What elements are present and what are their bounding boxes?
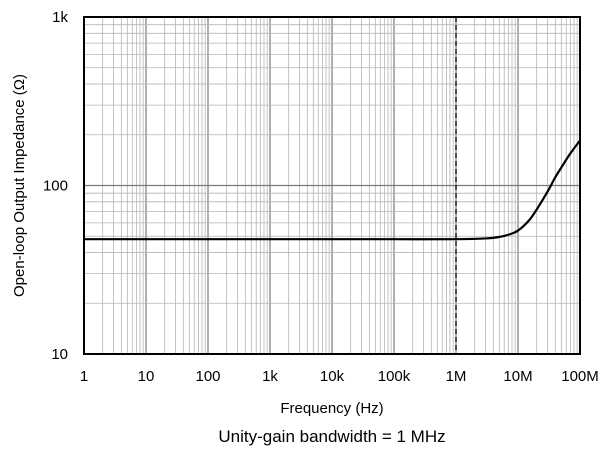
y-tick-labels: 10 100 1k [43,9,69,363]
x-tick-label: 1M [446,368,467,385]
x-tick-label: 1k [262,368,278,385]
plot-frame [83,16,581,355]
x-axis-title: Frequency (Hz) [280,400,383,417]
y-axis-title: Open-loop Output Impedance (Ω) [11,74,28,297]
impedance-series-line [84,139,581,241]
y-tick-label: 1k [52,9,68,26]
x-tick-label: 100k [378,368,411,385]
x-tick-label: 100 [195,368,220,385]
x-tick-labels: 1 10 100 1k 10k 100k 1M 10M 100M [80,368,599,385]
chart-caption: Unity-gain bandwidth = 1 MHz [218,427,445,446]
y-tick-label: 100 [43,178,68,195]
x-tick-label: 10 [138,368,155,385]
x-tick-label: 10k [320,368,345,385]
x-tick-label: 100M [561,368,599,385]
grid [84,17,580,354]
y-tick-label: 10 [51,346,68,363]
series-layer [84,139,581,241]
x-tick-label: 10M [503,368,532,385]
x-tick-label: 1 [80,368,88,385]
